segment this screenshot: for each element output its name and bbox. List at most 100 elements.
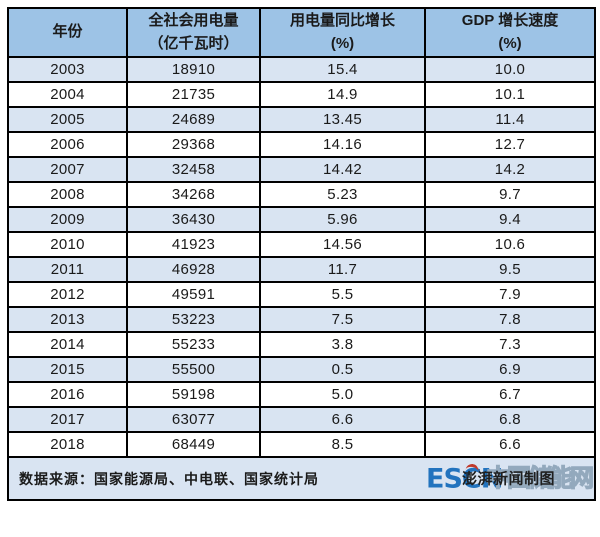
table-cell: 7.3: [424, 331, 596, 358]
table-cell: 8.5: [259, 431, 426, 458]
header-consumption-label: 全社会用电量: [148, 12, 239, 29]
table-cell: 12.7: [424, 131, 596, 158]
table-row: 2004 21735 14.9 10.1: [7, 81, 596, 108]
footer-content: 数据来源：国家能源局、中电联、国家统计局 ESCN 中国储能网 澎湃新闻制图: [9, 458, 595, 499]
table-row: 2013 53223 7.5 7.8: [7, 306, 596, 333]
chart-credit: 澎湃新闻制图: [462, 470, 556, 487]
header-consumption-growth: 用电量同比增长 (%): [259, 7, 426, 58]
table-row: 2003 18910 15.4 10.0: [7, 56, 596, 83]
table-cell: 2014: [7, 331, 128, 358]
table-cell: 55500: [126, 356, 261, 383]
table-cell: 63077: [126, 406, 261, 433]
table-cell: 7.8: [424, 306, 596, 333]
footer-row: 数据来源：国家能源局、中电联、国家统计局 ESCN 中国储能网 澎湃新闻制图: [7, 456, 596, 501]
table-cell: 10.6: [424, 231, 596, 258]
table-cell: 2016: [7, 381, 128, 408]
table-cell: 2008: [7, 181, 128, 208]
table-footer: 数据来源：国家能源局、中电联、国家统计局 ESCN 中国储能网 澎湃新闻制图: [7, 456, 596, 501]
header-row: 年份 全社会用电量 （亿千瓦时） 用电量同比增长 (%) GDP 增长速度 (%…: [7, 7, 596, 58]
table-cell: 2007: [7, 156, 128, 183]
table-row: 2010 41923 14.56 10.6: [7, 231, 596, 258]
table-row: 2006 29368 14.16 12.7: [7, 131, 596, 158]
footer-cell: 数据来源：国家能源局、中电联、国家统计局 ESCN 中国储能网 澎湃新闻制图: [7, 456, 596, 501]
table-cell: 6.7: [424, 381, 596, 408]
table-cell: 2011: [7, 256, 128, 283]
table-cell: 24689: [126, 106, 261, 133]
header-gdp-growth-label: GDP 增长速度: [461, 12, 559, 29]
table-cell: 68449: [126, 431, 261, 458]
table-cell: 2012: [7, 281, 128, 308]
table-row: 2014 55233 3.8 7.3: [7, 331, 596, 358]
header-consumption-unit: （亿千瓦时）: [148, 34, 239, 52]
header-year-label: 年份: [52, 23, 83, 41]
table-cell: 18910: [126, 56, 261, 83]
table-cell: 46928: [126, 256, 261, 283]
table-cell: 2009: [7, 206, 128, 233]
table-cell: 9.5: [424, 256, 596, 283]
table-cell: 2015: [7, 356, 128, 383]
watermark: ESCN 中国储能网 澎湃新闻制图: [426, 458, 595, 499]
electricity-gdp-table: 年份 全社会用电量 （亿千瓦时） 用电量同比增长 (%) GDP 增长速度 (%…: [7, 7, 596, 501]
table-cell: 34268: [126, 181, 261, 208]
table-row: 2011 46928 11.7 9.5: [7, 256, 596, 283]
table-cell: 15.4: [259, 56, 426, 83]
table-cell: 9.4: [424, 206, 596, 233]
table-cell: 2017: [7, 406, 128, 433]
table-cell: 2010: [7, 231, 128, 258]
table-cell: 55233: [126, 331, 261, 358]
escn-cn-watermark: 中国储能网: [485, 464, 594, 492]
header-year: 年份: [7, 7, 128, 58]
table-row: 2007 32458 14.42 14.2: [7, 156, 596, 183]
table-cell: 5.23: [259, 181, 426, 208]
table-cell: 2018: [7, 431, 128, 458]
table-row: 2008 34268 5.23 9.7: [7, 181, 596, 208]
table-cell: 53223: [126, 306, 261, 333]
table-cell: 7.5: [259, 306, 426, 333]
table-cell: 2003: [7, 56, 128, 83]
table-cell: 29368: [126, 131, 261, 158]
table-cell: 6.8: [424, 406, 596, 433]
table-cell: 11.4: [424, 106, 596, 133]
table-row: 2012 49591 5.5 7.9: [7, 281, 596, 308]
table-cell: 14.42: [259, 156, 426, 183]
table-cell: 7.9: [424, 281, 596, 308]
table-cell: 59198: [126, 381, 261, 408]
table-row: 2005 24689 13.45 11.4: [7, 106, 596, 133]
header-consumption-growth-unit: (%): [330, 34, 355, 52]
table-cell: 13.45: [259, 106, 426, 133]
table-cell: 21735: [126, 81, 261, 108]
table-cell: 6.6: [259, 406, 426, 433]
table-cell: 41923: [126, 231, 261, 258]
table-row: 2016 59198 5.0 6.7: [7, 381, 596, 408]
table-row: 2018 68449 8.5 6.6: [7, 431, 596, 458]
table-cell: 2013: [7, 306, 128, 333]
table-cell: 3.8: [259, 331, 426, 358]
table-header: 年份 全社会用电量 （亿千瓦时） 用电量同比增长 (%) GDP 增长速度 (%…: [7, 7, 596, 58]
table-cell: 9.7: [424, 181, 596, 208]
header-gdp-growth-unit: (%): [498, 34, 522, 52]
table-cell: 49591: [126, 281, 261, 308]
table-cell: 10.1: [424, 81, 596, 108]
data-source-label: 数据来源：国家能源局、中电联、国家统计局: [19, 470, 319, 487]
table-cell: 14.9: [259, 81, 426, 108]
table-cell: 36430: [126, 206, 261, 233]
table-cell: 14.16: [259, 131, 426, 158]
table-cell: 2004: [7, 81, 128, 108]
table-cell: 14.56: [259, 231, 426, 258]
header-consumption: 全社会用电量 （亿千瓦时）: [126, 7, 261, 58]
table-cell: 5.5: [259, 281, 426, 308]
table-cell: 32458: [126, 156, 261, 183]
table-cell: 10.0: [424, 56, 596, 83]
table-cell: 0.5: [259, 356, 426, 383]
table-cell: 5.0: [259, 381, 426, 408]
table-cell: 6.6: [424, 431, 596, 458]
table-cell: 2006: [7, 131, 128, 158]
table-cell: 6.9: [424, 356, 596, 383]
escn-logo: ESCN: [426, 463, 503, 494]
table-cell: 14.2: [424, 156, 596, 183]
table-row: 2009 36430 5.96 9.4: [7, 206, 596, 233]
table-body: 2003 18910 15.4 10.0 2004 21735 14.9 10.1 2005 24…: [7, 56, 596, 458]
table-cell: 2005: [7, 106, 128, 133]
header-gdp-growth: GDP 增长速度 (%): [424, 7, 596, 58]
